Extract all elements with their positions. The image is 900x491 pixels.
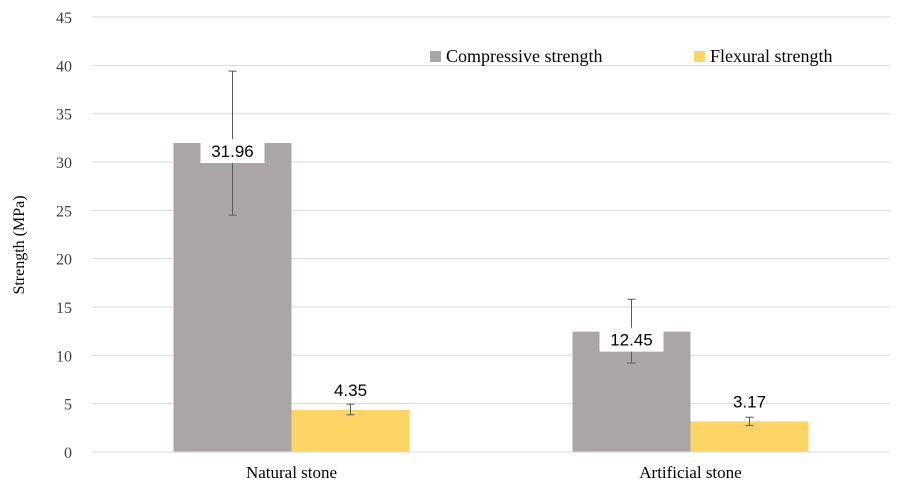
data-label: 12.45 bbox=[610, 331, 653, 350]
y-tick-label: 25 bbox=[56, 203, 72, 220]
y-tick-label: 35 bbox=[56, 107, 72, 124]
y-axis-label: Strength (MPa) bbox=[11, 195, 28, 294]
bar bbox=[291, 409, 410, 452]
data-label-box bbox=[599, 327, 664, 352]
data-label: 4.35 bbox=[334, 381, 367, 400]
y-tick-label: 10 bbox=[56, 348, 72, 365]
y-tick-label: 20 bbox=[56, 252, 72, 269]
y-tick-label: 0 bbox=[64, 445, 72, 462]
y-tick-label: 40 bbox=[56, 58, 72, 75]
y-tick-label: 5 bbox=[64, 397, 72, 414]
data-labels: 31.96 4.35 12.45 3.17 bbox=[200, 139, 766, 411]
y-tick-label: 15 bbox=[56, 300, 72, 317]
data-label: 31.96 bbox=[211, 142, 254, 161]
bars bbox=[173, 143, 809, 452]
legend: Compressive strength Flexural strength bbox=[430, 46, 832, 66]
data-label: 3.17 bbox=[733, 392, 766, 411]
legend-swatch bbox=[694, 51, 705, 62]
bar bbox=[690, 421, 809, 452]
y-axis-ticks: 0 5 10 15 20 25 30 35 40 45 bbox=[56, 10, 72, 462]
y-tick-label: 30 bbox=[56, 155, 72, 172]
x-axis-categories: Natural stone Artificial stone bbox=[246, 463, 742, 482]
legend-label: Flexural strength bbox=[710, 46, 832, 66]
y-tick-label: 45 bbox=[56, 10, 72, 27]
legend-label: Compressive strength bbox=[446, 46, 602, 66]
data-label-box bbox=[200, 139, 265, 164]
x-category-label: Artificial stone bbox=[639, 463, 741, 482]
x-category-label: Natural stone bbox=[246, 463, 337, 482]
legend-swatch bbox=[430, 51, 441, 62]
